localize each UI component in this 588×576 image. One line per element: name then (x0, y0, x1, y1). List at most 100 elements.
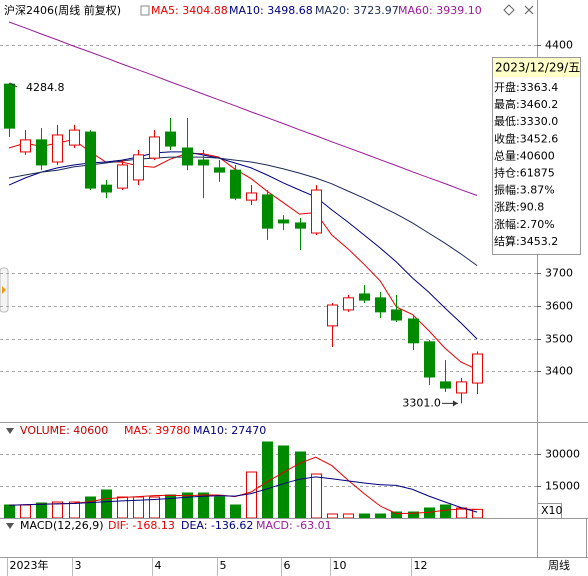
info-row: 收盘:3452.6 (494, 131, 558, 145)
close-icon[interactable] (524, 5, 534, 15)
candle-body (375, 297, 386, 313)
x-tick-label: 4 (155, 559, 162, 572)
candle-body (165, 131, 176, 147)
volume-bar (278, 445, 289, 518)
volume-bar (69, 501, 80, 518)
candle-body (85, 131, 96, 189)
chart-title: 沪深2406(周线 前复权) (4, 3, 121, 17)
volume-bar (230, 504, 241, 518)
volume-bar (440, 504, 451, 518)
candle-body (391, 309, 402, 321)
legend-label: MA5: 39780 (124, 424, 190, 437)
candle-body (133, 154, 144, 181)
high-marker (9, 82, 18, 88)
overlay: 3400 3500 3600 3700 4400 2023年 3 4 5 6 10 12 MA5: 34… (7, 4, 581, 576)
candle-body (214, 167, 225, 173)
candle-body (69, 129, 80, 146)
volume-bar (311, 473, 322, 518)
candle-body (198, 159, 209, 166)
volume-bar (182, 492, 193, 518)
volume-bar (391, 511, 402, 518)
x-tick-label: 2023年 (10, 558, 49, 572)
info-row: 涨幅:2.70% (494, 218, 555, 231)
info-box (492, 57, 581, 255)
candle-body (262, 194, 273, 229)
corner-box (537, 518, 587, 558)
legend-label: MA10: 3498.68 (229, 4, 313, 17)
info-row: 最低:3330.0 (494, 115, 558, 128)
y-tick-label: 4400 (545, 39, 573, 52)
volume-bar (359, 513, 370, 518)
info-row: 持仓:61875 (494, 166, 555, 180)
scroll-arrow[interactable] (2, 286, 6, 294)
settings-icon[interactable] (503, 4, 515, 16)
legend-label: DIF: -168.13 (108, 519, 175, 532)
volume-bar (375, 513, 386, 518)
unit-box (537, 503, 562, 519)
legend-label: DEA: -136.62 (181, 519, 253, 532)
candle-body (101, 184, 112, 193)
volume-bar (4, 504, 15, 518)
volume-bar (20, 504, 31, 518)
volume-bar (408, 511, 419, 518)
info-row: 振幅:3.87% (494, 183, 555, 197)
unit-label: X10 (541, 504, 563, 517)
x-tick-label: 5 (220, 559, 227, 572)
candle-body (295, 222, 306, 229)
volume-panel (0, 441, 537, 518)
volume-bar (246, 471, 257, 518)
volume-ma-line (8, 476, 478, 513)
candle-body (278, 219, 289, 224)
info-header (493, 58, 580, 77)
low-arrow-head (452, 400, 458, 407)
candle-body (408, 318, 419, 344)
collapse-icon[interactable] (6, 523, 14, 529)
candle-body (327, 304, 338, 327)
ma-toggle[interactable] (140, 5, 150, 16)
candle-body (456, 381, 467, 394)
y-tick-label: 30000 (545, 448, 580, 461)
candle-body (472, 353, 483, 384)
candle-body (4, 83, 15, 129)
volume-bar (472, 508, 483, 518)
volume-bar (36, 502, 47, 518)
macd-title: MACD(12,26,9) (20, 519, 104, 532)
legend-label: MA10: 27470 (193, 424, 266, 437)
info-row: 涨跌:90.8 (494, 200, 544, 214)
volume-ma-line (8, 456, 478, 515)
high-label: 4284.8 (26, 81, 65, 94)
legend-label: MA60: 3939.10 (398, 4, 482, 17)
legend-label: MA5: 3404.88 (151, 4, 228, 17)
x-tick-label: 10 (333, 559, 347, 572)
volume-bar (101, 489, 112, 518)
candle-body (20, 139, 31, 153)
candle-body (149, 136, 160, 159)
volume-bar (149, 496, 160, 518)
candle-body (343, 297, 354, 311)
period-label: 周线 (548, 558, 570, 572)
low-label: 3301.0 (402, 396, 441, 409)
volume-bar (295, 451, 306, 518)
ma-line (8, 21, 478, 196)
volume-bar (52, 501, 63, 518)
volume-bar (327, 513, 338, 518)
info-date: 2023/12/29/五 (495, 61, 580, 75)
candle-body (359, 293, 370, 301)
y-tick-label: 3700 (545, 267, 573, 280)
candle-body (182, 147, 193, 166)
volume-bar (198, 492, 209, 518)
y-tick-label: 3500 (545, 333, 573, 346)
x-tick-label: 6 (284, 559, 291, 572)
info-row: 结算:3453.2 (494, 234, 558, 248)
y-tick-label: 15000 (545, 480, 580, 493)
volume-bar (214, 496, 225, 518)
volume-bar (85, 496, 96, 518)
volume-title: VOLUME: 40600 (20, 424, 108, 437)
y-tick-label: 3400 (545, 365, 573, 378)
volume-bar (343, 513, 354, 518)
y-tick-label: 3600 (545, 300, 573, 313)
info-row: 总量:40600 (494, 148, 555, 162)
collapse-icon[interactable] (6, 428, 14, 434)
candle-body (117, 164, 128, 189)
